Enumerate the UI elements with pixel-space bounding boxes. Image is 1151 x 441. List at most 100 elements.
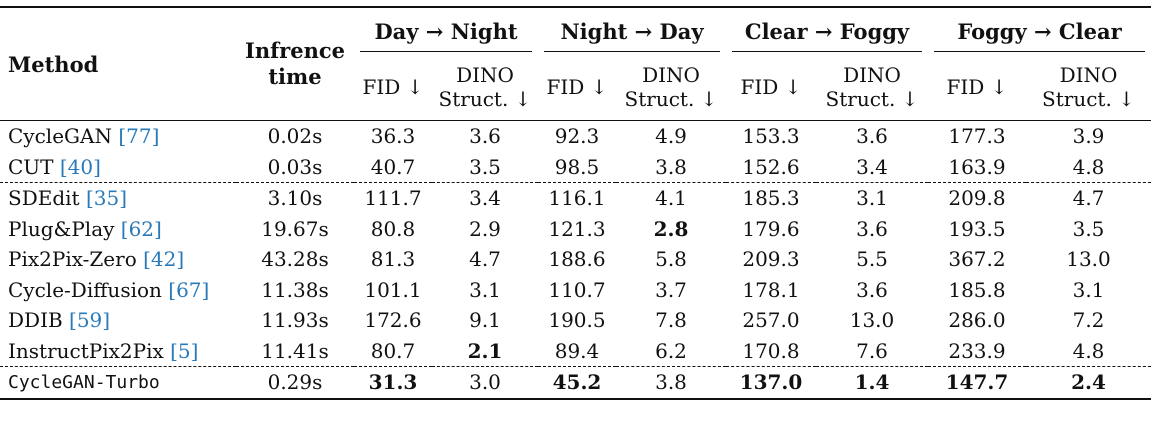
method-cell: SDEdit [35] [0, 182, 236, 214]
citation-link[interactable]: [35] [85, 186, 127, 211]
header-group-foggy-clear: Foggy → Clear [928, 6, 1151, 54]
method-cell: CUT [40] [8, 154, 101, 179]
citation-link[interactable]: [40] [59, 154, 101, 179]
value-cell: 190.5 [548, 308, 606, 333]
header-fid: FID ↓ [546, 75, 608, 99]
value-cell: 4.8 [1072, 338, 1105, 363]
value-cell: 3.1 [816, 182, 928, 214]
method-cell: Plug&Play [62] [8, 216, 162, 241]
value-cell: 111.7 [354, 182, 432, 214]
citation-link[interactable]: [42] [143, 247, 185, 272]
value-cell: 170.8 [742, 338, 800, 363]
value-cell: 3.4 [856, 154, 888, 179]
table-row: Plug&Play [62] 19.67s 80.8 2.9 121.3 2.8… [0, 214, 1151, 245]
table-body: CycleGAN [77] 0.02s 36.3 3.6 92.3 4.9 15… [0, 120, 1151, 400]
value-cell: 110.7 [548, 277, 606, 302]
value-cell-best: 2.4 [1026, 366, 1151, 400]
value-cell: 172.6 [364, 308, 422, 333]
value-cell: 5.5 [856, 247, 888, 272]
value-cell: 3.6 [816, 120, 928, 152]
time-cell: 11.38s [261, 277, 329, 302]
method-cell: Pix2Pix-Zero [42] [8, 247, 185, 272]
citation-link[interactable]: [67] [168, 277, 210, 302]
value-cell-best: 137.0 [726, 366, 816, 400]
table-row: Pix2Pix-Zero [42] 43.28s 81.3 4.7 188.6 … [0, 244, 1151, 275]
value-cell: 179.6 [742, 216, 800, 241]
value-cell: 3.6 [856, 216, 888, 241]
value-cell: 3.9 [1026, 120, 1151, 152]
value-cell: 4.9 [616, 120, 726, 152]
table-row: DDIB [59] 11.93s 172.6 9.1 190.5 7.8 257… [0, 305, 1151, 336]
value-cell: 3.8 [655, 154, 687, 179]
header-time-line1: Infrence [245, 38, 345, 63]
value-cell: 209.3 [742, 247, 800, 272]
value-cell: 80.7 [370, 338, 416, 363]
header-method: Method [0, 6, 236, 121]
time-cell: 0.03s [267, 154, 323, 179]
value-cell: 3.7 [655, 277, 687, 302]
value-cell: 98.5 [554, 154, 600, 179]
value-cell: 163.9 [948, 154, 1006, 179]
value-cell: 3.0 [432, 366, 538, 400]
value-cell: 2.9 [469, 216, 501, 241]
header-dino: DINO Struct. ↓ [1042, 63, 1135, 111]
value-cell: 3.5 [469, 154, 501, 179]
value-cell: 257.0 [742, 308, 800, 333]
citation-link[interactable]: [77] [118, 124, 160, 149]
value-cell: 6.2 [655, 338, 687, 363]
value-cell: 153.3 [726, 120, 816, 152]
value-cell: 40.7 [370, 154, 416, 179]
value-cell: 121.3 [548, 216, 606, 241]
value-cell-best: 2.8 [653, 216, 689, 241]
citation-link[interactable]: [62] [120, 216, 162, 241]
header-fid: FID ↓ [362, 75, 424, 99]
value-cell: 3.8 [616, 366, 726, 400]
value-cell: 185.3 [726, 182, 816, 214]
table-row: InstructPix2Pix [5] 11.41s 80.7 2.1 89.4… [0, 336, 1151, 367]
value-cell: 5.8 [655, 247, 687, 272]
header-group-night-day: Night → Day [538, 6, 726, 54]
value-cell: 209.8 [928, 182, 1026, 214]
value-cell: 81.3 [370, 247, 416, 272]
value-cell: 7.6 [856, 338, 888, 363]
value-cell: 101.1 [364, 277, 422, 302]
value-cell: 89.4 [554, 338, 600, 363]
citation-link[interactable]: [5] [170, 338, 199, 363]
value-cell: 3.5 [1072, 216, 1105, 241]
table-row: CUT [40] 0.03s 40.7 3.5 98.5 3.8 152.6 3… [0, 152, 1151, 183]
results-table: Method Infrence time Day → Night Night →… [0, 6, 1151, 400]
header-dino: DINO Struct. ↓ [438, 63, 532, 111]
time-cell: 43.28s [261, 247, 329, 272]
value-cell: 152.6 [742, 154, 800, 179]
value-cell: 286.0 [948, 308, 1006, 333]
method-cell: Cycle-Diffusion [67] [8, 277, 210, 302]
citation-link[interactable]: [59] [69, 308, 111, 333]
header-time-line2: time [268, 64, 322, 89]
value-cell: 9.1 [469, 308, 501, 333]
value-cell: 13.0 [849, 308, 895, 333]
table-row: Cycle-Diffusion [67] 11.38s 101.1 3.1 11… [0, 275, 1151, 306]
time-cell: 3.10s [236, 182, 354, 214]
value-cell: 4.7 [469, 247, 501, 272]
value-cell: 4.8 [1072, 154, 1105, 179]
method-cell: CycleGAN-Turbo [0, 366, 236, 400]
header-fid: FID ↓ [946, 75, 1008, 99]
method-cell: InstructPix2Pix [5] [8, 338, 199, 363]
time-cell: 11.93s [261, 308, 329, 333]
table-row: SDEdit [35] 3.10s 111.7 3.4 116.1 4.1 18… [0, 182, 1151, 214]
header-fid: FID ↓ [740, 75, 802, 99]
value-cell: 233.9 [948, 338, 1006, 363]
value-cell: 367.2 [948, 247, 1006, 272]
value-cell: 3.4 [432, 182, 538, 214]
time-cell: 0.02s [236, 120, 354, 152]
value-cell: 178.1 [742, 277, 800, 302]
value-cell: 3.6 [856, 277, 888, 302]
value-cell: 177.3 [928, 120, 1026, 152]
value-cell: 80.8 [370, 216, 416, 241]
header-row-metrics: FID ↓ DINO Struct. ↓ FID ↓ DINO Struct. ↓ … [0, 54, 1151, 121]
value-cell-best: 147.7 [928, 366, 1026, 400]
header-group-day-night: Day → Night [354, 6, 538, 54]
header-inference-time: Infrence time [236, 6, 354, 121]
header-group-clear-foggy: Clear → Foggy [726, 6, 928, 54]
